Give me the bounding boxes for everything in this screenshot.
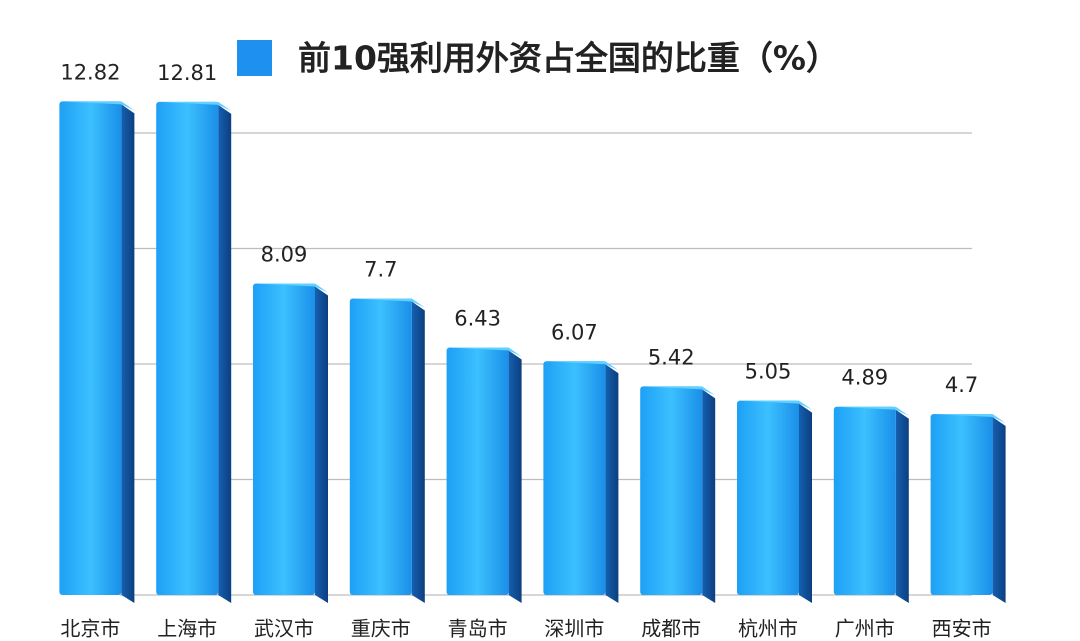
value-label: 4.89 xyxy=(841,366,888,390)
x-tick-label: 广州市 xyxy=(835,617,895,641)
x-tick-label: 深圳市 xyxy=(544,617,604,641)
value-label: 12.82 xyxy=(60,60,120,84)
legend-swatch xyxy=(237,40,272,76)
x-tick-label: 武汉市 xyxy=(254,617,314,641)
legend-label: 前10强利用外资占全国的比重（%） xyxy=(298,39,839,78)
bar-side xyxy=(218,104,232,603)
bar-top xyxy=(932,414,1006,424)
bar-top xyxy=(351,298,425,308)
bar xyxy=(446,347,509,595)
x-tick-label: 成都市 xyxy=(641,617,701,641)
value-label: 7.7 xyxy=(364,258,397,282)
bar-side xyxy=(508,350,522,603)
bar-side xyxy=(702,389,716,603)
bar xyxy=(737,400,799,595)
bar-side xyxy=(992,417,1006,603)
x-tick-label: 上海市 xyxy=(157,617,217,641)
bar-side xyxy=(315,286,328,603)
value-label: 6.43 xyxy=(454,306,501,330)
bar-side xyxy=(121,104,135,604)
bar xyxy=(640,386,703,595)
bar-top xyxy=(255,283,328,293)
x-tick-label: 杭州市 xyxy=(738,617,798,641)
value-label: 5.42 xyxy=(648,345,695,369)
bar-top xyxy=(835,406,909,416)
bar-top xyxy=(642,386,716,396)
bar xyxy=(59,101,122,596)
bar-top xyxy=(61,101,135,111)
x-tick-label: 西安市 xyxy=(932,617,992,641)
x-tick-label: 北京市 xyxy=(60,617,120,641)
x-tick-label: 青岛市 xyxy=(448,617,508,641)
bar-top xyxy=(448,347,522,357)
bar xyxy=(156,101,219,595)
bar xyxy=(833,406,896,595)
value-label: 6.07 xyxy=(551,320,598,344)
bar-side xyxy=(605,364,619,603)
value-label: 8.09 xyxy=(261,243,308,267)
bar-side xyxy=(799,403,812,603)
bar-top xyxy=(739,400,812,410)
x-tick-label: 重庆市 xyxy=(351,617,411,641)
value-label: 12.81 xyxy=(157,61,217,85)
bar-side xyxy=(411,301,425,603)
bars: 12.82 北京市 12.81 上海市 8.09 武汉市 7.7 重庆市 6.43 青岛市 6.07… xyxy=(59,60,1006,641)
value-label: 5.05 xyxy=(745,360,792,384)
bar xyxy=(349,298,412,595)
bar xyxy=(253,283,315,595)
bar-top xyxy=(158,101,232,111)
bar xyxy=(930,414,993,595)
bar xyxy=(543,361,606,595)
bar-side xyxy=(895,409,909,603)
bar-top xyxy=(545,361,619,371)
value-label: 4.7 xyxy=(945,373,978,397)
